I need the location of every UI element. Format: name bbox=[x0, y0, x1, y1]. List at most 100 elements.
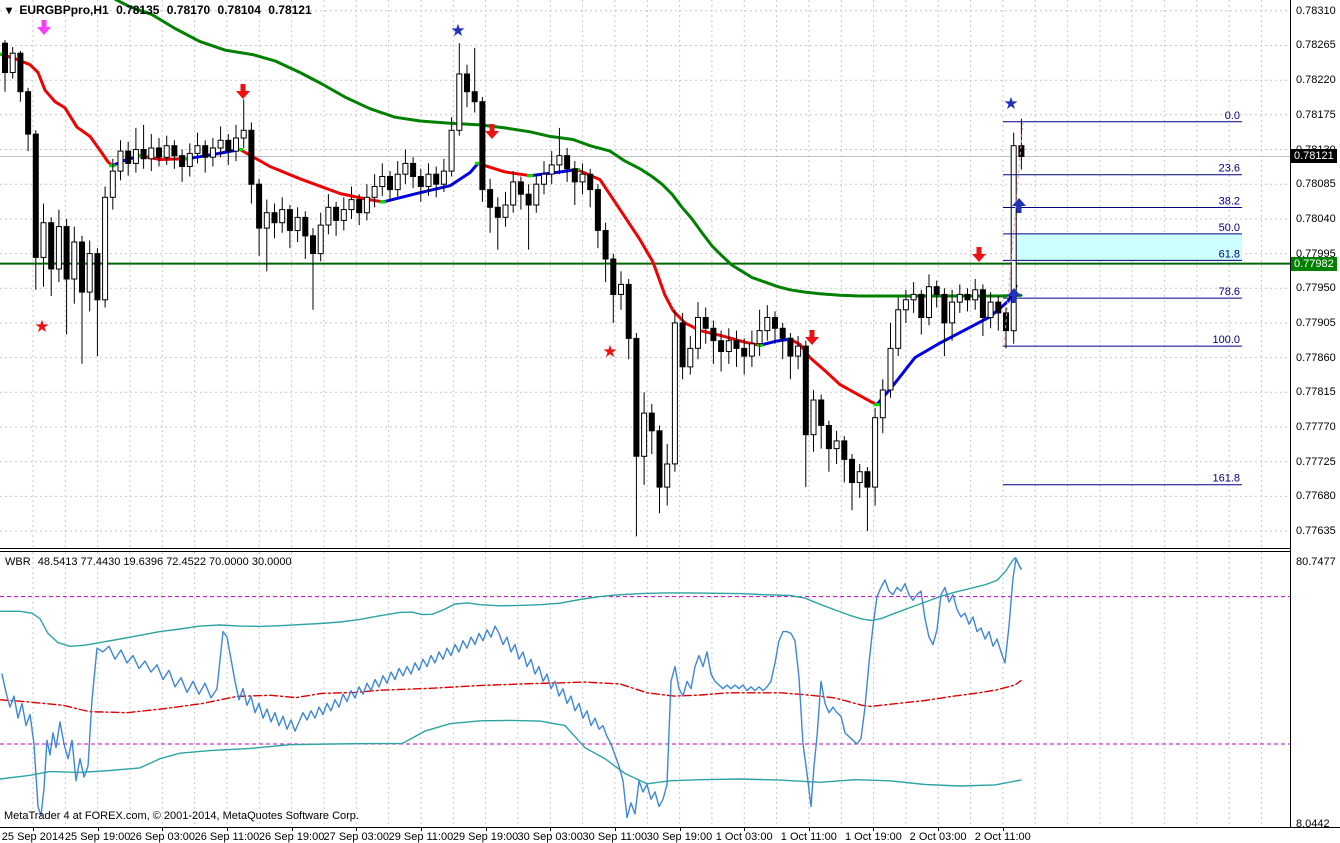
indicator-svg[interactable] bbox=[0, 552, 1290, 828]
candle-body-bear bbox=[841, 440, 848, 460]
time-tick-mark bbox=[356, 828, 358, 831]
price-tick-label: 0.78040 bbox=[1296, 212, 1336, 225]
fib-level-label: 61.8 bbox=[1219, 248, 1240, 260]
candle-body-bear bbox=[2, 42, 8, 73]
candle-body-bear bbox=[787, 337, 794, 357]
candle-body-bull bbox=[163, 145, 170, 158]
indicator-pane[interactable] bbox=[0, 551, 1290, 828]
candle-body-bear bbox=[656, 430, 663, 488]
candle-body-bull bbox=[887, 347, 894, 391]
signal-star-icon: ★ bbox=[34, 317, 49, 337]
candle-body-bull bbox=[233, 137, 239, 152]
arrow-down-icon bbox=[236, 84, 250, 99]
candle-body-bear bbox=[864, 471, 871, 488]
candle-body-bull bbox=[548, 164, 555, 175]
candle-body-bear bbox=[564, 155, 571, 170]
time-axis[interactable]: 25 Sep 2014 25 Sep 19:00 26 Sep 03:00 26 Se… bbox=[0, 827, 1340, 843]
candle-body-bear bbox=[933, 286, 940, 295]
price-tick-label: 0.77995 bbox=[1296, 247, 1336, 260]
candle-body-bull bbox=[102, 196, 109, 301]
candle-body-bear bbox=[525, 193, 532, 206]
fib-level-label: 38.2 bbox=[1219, 196, 1240, 208]
candle-body-bear bbox=[94, 253, 101, 301]
time-tick-mark bbox=[938, 828, 940, 831]
price-tick-label: 0.78265 bbox=[1296, 39, 1336, 52]
fib-level-label: 23.6 bbox=[1219, 163, 1240, 175]
price-tick-label: 0.77905 bbox=[1296, 316, 1336, 329]
ohlc-low: 0.78104 bbox=[217, 3, 261, 17]
time-tick-mark bbox=[550, 828, 552, 831]
level-price-box: 0.77982 bbox=[1291, 256, 1337, 271]
candle-body-bull bbox=[40, 222, 47, 258]
candle-body-bear bbox=[25, 91, 32, 135]
arrow-down-icon bbox=[485, 124, 499, 139]
ma-fast-down-segment bbox=[138, 154, 189, 161]
candle-body-bull bbox=[556, 155, 563, 166]
candle-body-bull bbox=[440, 170, 447, 185]
price-tick-label: 0.77950 bbox=[1296, 282, 1336, 295]
candle-body-bear bbox=[271, 212, 278, 224]
candle-body-bear bbox=[995, 301, 1002, 314]
candle-body-bear bbox=[256, 183, 263, 229]
candle-body-bull bbox=[541, 173, 547, 185]
candle-body-bear bbox=[710, 327, 717, 342]
candle-body-bear bbox=[772, 317, 778, 329]
candle-body-bear bbox=[648, 412, 655, 432]
candle-body-bear bbox=[17, 52, 24, 93]
candle-body-bear bbox=[225, 139, 232, 152]
time-tick-mark bbox=[226, 828, 228, 831]
candle-body-bull bbox=[641, 412, 648, 457]
copyright-text: MetaTrader 4 at FOREX.com, © 2001-2014, … bbox=[4, 810, 359, 822]
candle-body-bear bbox=[310, 235, 316, 255]
time-tick-label: 1 Oct 11:00 bbox=[780, 831, 837, 843]
indicator-min-label: 8.0442 bbox=[1296, 817, 1330, 830]
arrow-up-icon bbox=[1012, 198, 1026, 213]
candle-body-bear bbox=[302, 216, 309, 237]
candle-body-bull bbox=[9, 52, 16, 73]
time-tick-label: 26 Sep 19:00 bbox=[258, 831, 325, 843]
candle-body-bear bbox=[48, 222, 55, 270]
price-tick-label: 0.77770 bbox=[1296, 420, 1336, 433]
candle-body-bull bbox=[294, 216, 301, 231]
price-axis[interactable]: 0.783100.782650.782200.781750.781300.780… bbox=[1290, 0, 1340, 830]
candle-body-bear bbox=[718, 340, 725, 353]
candle-body-bear bbox=[333, 206, 340, 221]
candle-body-bear bbox=[433, 173, 440, 185]
price-tick-label: 0.78220 bbox=[1296, 74, 1336, 87]
indicator-max-label: 80.7477 bbox=[1296, 555, 1336, 568]
ma-fast-down-segment bbox=[0, 52, 114, 168]
candle-body-bear bbox=[818, 399, 825, 426]
price-tick-label: 0.77635 bbox=[1296, 525, 1336, 538]
time-tick-label: 30 Sep 11:00 bbox=[582, 831, 648, 843]
candle-body-bull bbox=[117, 150, 124, 172]
ohlc-open: 0.78135 bbox=[116, 3, 160, 17]
candle-body-bear bbox=[702, 317, 709, 329]
fib-level-label: 78.6 bbox=[1219, 286, 1240, 298]
candle-body-bear bbox=[387, 176, 393, 191]
fib-zone bbox=[1013, 233, 1242, 261]
time-tick-label: 25 Sep 19:00 bbox=[64, 831, 131, 843]
arrow-up-icon bbox=[1007, 288, 1021, 303]
candle-body-bull bbox=[502, 204, 509, 218]
chart-dropdown-icon[interactable]: ▾ bbox=[6, 3, 13, 17]
arrow-down-icon bbox=[805, 330, 819, 345]
candle-body-bull bbox=[240, 129, 247, 139]
ma-fast-down-segment bbox=[575, 168, 762, 347]
candle-body-bull bbox=[148, 147, 155, 160]
indicator-mid-line bbox=[0, 679, 1022, 714]
indicator-header: WBR 48.5413 77.4430 19.6396 72.4522 70.0… bbox=[5, 556, 296, 568]
candle-body-bear bbox=[479, 101, 486, 191]
candle-body-bull bbox=[402, 162, 409, 175]
time-tick-label: 27 Sep 03:00 bbox=[323, 831, 389, 843]
candle-body-bull bbox=[55, 226, 62, 270]
candle-body-bear bbox=[125, 150, 132, 164]
candle-body-bull bbox=[71, 241, 78, 280]
price-tick-label: 0.78175 bbox=[1296, 108, 1336, 121]
candle-body-bear bbox=[802, 345, 809, 436]
candle-body-bull bbox=[579, 173, 586, 183]
signal-star-icon: ★ bbox=[602, 342, 617, 362]
candle-body-bull bbox=[109, 170, 116, 198]
time-tick-label: 30 Sep 03:00 bbox=[517, 831, 583, 843]
